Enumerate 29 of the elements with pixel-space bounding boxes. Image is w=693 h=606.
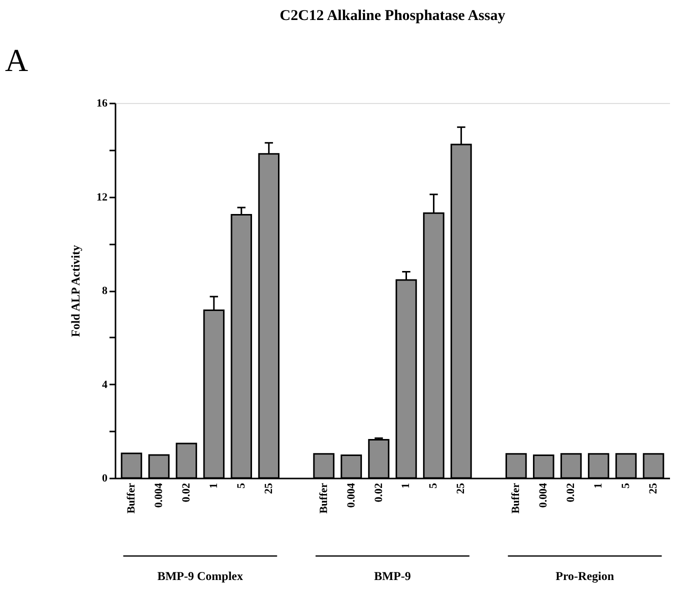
y-tick-label: 4	[102, 378, 108, 391]
x-tick-label: 1	[400, 483, 412, 488]
x-tick-label: 1	[208, 483, 220, 488]
x-tick-label: 25	[455, 482, 468, 494]
x-tick-label: 0.004	[538, 482, 550, 508]
text: A	[5, 42, 28, 78]
x-tick-label: 0.02	[565, 482, 578, 502]
x-tick-label: 25	[262, 482, 275, 494]
text: Pro-Region	[556, 569, 614, 583]
text: BMP-9 Complex	[157, 569, 243, 583]
x-tick-label: 5	[428, 482, 440, 488]
y-axis-title: Fold ALP Activity	[68, 244, 82, 338]
x-tick-label: 0.004	[152, 482, 165, 508]
x-tick-label: Buffer	[125, 482, 138, 514]
y-tick-label: 16	[96, 98, 108, 110]
x-tick-label: 0.004	[345, 482, 358, 508]
x-tick-label: 1	[592, 483, 605, 488]
x-tick-label: Buffer	[318, 482, 330, 514]
text: BMP-9	[374, 569, 411, 583]
chart-title: C2C12 Alkaline Phosphatase Assay	[280, 8, 506, 24]
y-tick-label: 12	[96, 191, 108, 204]
x-tick-label: 0.02	[372, 482, 385, 502]
x-tick-label: 5	[235, 482, 248, 488]
x-tick-label: 5	[620, 482, 632, 488]
x-tick-label: Buffer	[510, 482, 522, 514]
y-tick-label: 8	[102, 285, 108, 297]
y-tick-label: 0	[102, 472, 108, 484]
x-tick-label: 25	[648, 482, 660, 494]
x-tick-label: 0.02	[180, 482, 192, 502]
